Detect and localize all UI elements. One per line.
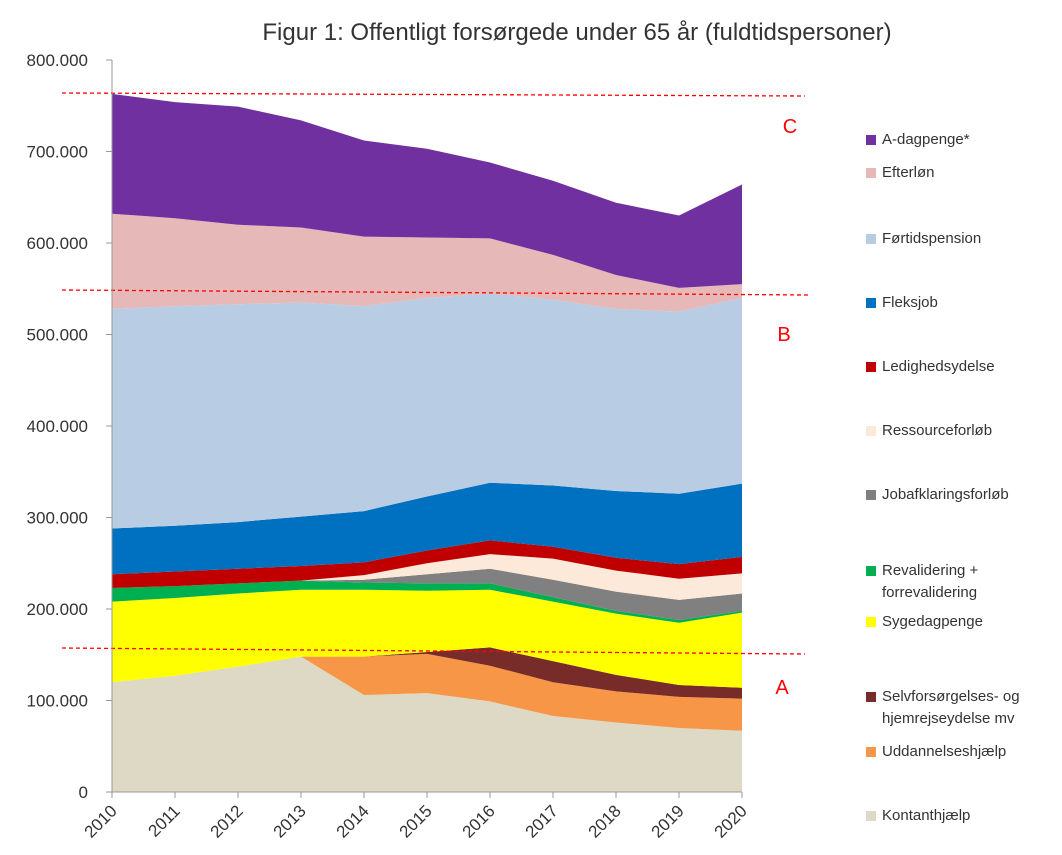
area	[112, 213, 742, 312]
legend-item: Sygedagpenge	[866, 611, 1056, 633]
area	[112, 93, 742, 288]
chart-title: Figur 1: Offentligt forsørgede under 65 …	[262, 19, 891, 46]
legend-item: Ledighedsydelse	[866, 356, 1056, 378]
legend-item: Jobafklaringsforløb	[866, 484, 1056, 506]
legend-swatch	[866, 298, 876, 308]
legend-label: Jobafklaringsforløb	[882, 486, 1009, 503]
legend-label: Ledighedsydelse	[882, 358, 995, 375]
x-tick-label: 2020	[711, 801, 751, 841]
area	[112, 580, 742, 623]
x-tick-label: 2014	[333, 801, 373, 841]
annotation: B	[777, 324, 790, 346]
legend-label: Uddannelseshjælp	[882, 743, 1007, 760]
legend-label: Efterløn	[882, 164, 935, 181]
legend-swatch	[866, 811, 876, 821]
legend-label: Ressourceforløb	[882, 422, 993, 439]
legend-swatch	[866, 692, 876, 702]
area	[112, 589, 742, 688]
legend-label: Fleksjob	[882, 294, 938, 311]
legend-item: Kontanthjælp	[866, 805, 1056, 827]
reference-line	[61, 647, 806, 655]
legend-item: Revalidering + forrevalidering	[866, 560, 1056, 604]
x-tick-label: 2013	[270, 801, 310, 841]
x-tick-label: 2010	[81, 801, 121, 841]
legend-item: Ressourceforløb	[866, 420, 1056, 442]
y-tick-label: 500.000	[27, 326, 88, 345]
x-tick-label: 2019	[648, 801, 688, 841]
x-tick-label: 2016	[459, 801, 499, 841]
area	[112, 482, 742, 575]
legend-label: Førtidspension	[882, 230, 982, 247]
y-tick-label: 800.000	[27, 51, 88, 70]
legend-swatch	[866, 566, 876, 576]
legend-swatch	[866, 426, 876, 436]
area	[112, 647, 742, 699]
x-tick-label: 2011	[145, 801, 184, 840]
area	[112, 554, 742, 600]
legend-item: Efterløn	[866, 162, 1056, 184]
legend-label: Revalidering + forrevalidering	[882, 562, 979, 601]
legend-swatch	[866, 168, 876, 178]
legend-label: Sygedagpenge	[882, 613, 983, 630]
area	[112, 293, 742, 529]
reference-line	[61, 92, 806, 97]
legend-swatch	[866, 234, 876, 244]
legend-label: Kontanthjælp	[882, 807, 971, 824]
legend-swatch	[866, 747, 876, 757]
x-tick-label: 2012	[207, 801, 247, 841]
legend-swatch	[866, 135, 876, 145]
legend-item: Fleksjob	[866, 292, 1056, 314]
x-tick-label: 2018	[585, 801, 625, 841]
area	[112, 653, 742, 731]
y-tick-label: 100.000	[27, 692, 88, 711]
y-tick-label: 300.000	[27, 509, 88, 528]
reference-line	[61, 289, 811, 296]
y-tick-label: 700.000	[27, 143, 88, 162]
x-tick-label: 2017	[522, 801, 562, 841]
area	[112, 568, 742, 620]
y-tick-label: 0	[79, 783, 88, 802]
legend-label: Selvforsørgelses- og hjemrejseydelse mv	[882, 688, 1020, 727]
y-tick-label: 600.000	[27, 234, 88, 253]
legend-item: Selvforsørgelses- og hjemrejseydelse mv	[866, 686, 1056, 730]
annotation: A	[775, 677, 789, 699]
x-tick-label: 2015	[396, 801, 436, 841]
y-tick-label: 200.000	[27, 600, 88, 619]
annotation: C	[783, 116, 797, 138]
legend-swatch	[866, 362, 876, 372]
legend-swatch	[866, 617, 876, 627]
legend-label: A-dagpenge*	[882, 131, 970, 148]
area	[112, 656, 742, 792]
legend-item: Uddannelseshjælp	[866, 741, 1056, 763]
legend-item: A-dagpenge*	[866, 129, 1056, 151]
legend-swatch	[866, 490, 876, 500]
y-tick-label: 400.000	[27, 417, 88, 436]
legend-item: Førtidspension	[866, 228, 1056, 250]
